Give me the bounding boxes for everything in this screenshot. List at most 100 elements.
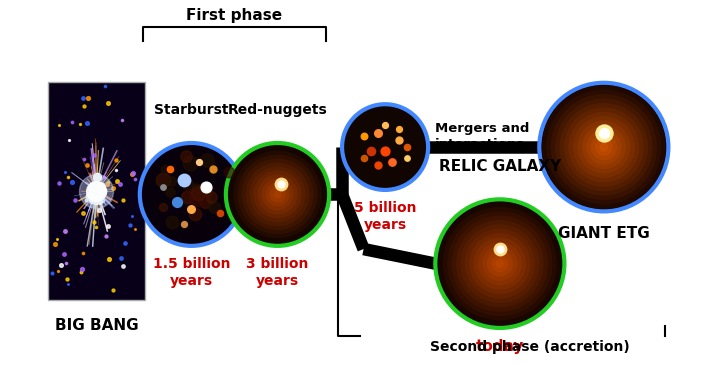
Point [89, 152, 100, 158]
Ellipse shape [595, 138, 613, 156]
Ellipse shape [559, 103, 648, 191]
Point [379, 122, 391, 128]
Point [494, 246, 505, 252]
Point [89, 190, 100, 196]
Point [158, 204, 169, 210]
Ellipse shape [474, 237, 526, 290]
Point [164, 166, 176, 172]
Point [126, 171, 138, 177]
Ellipse shape [226, 143, 329, 246]
Point [114, 181, 125, 187]
Ellipse shape [274, 190, 282, 199]
Point [89, 187, 101, 193]
Ellipse shape [590, 134, 617, 160]
Point [157, 177, 168, 183]
Point [190, 195, 202, 200]
Point [77, 250, 89, 256]
Point [200, 184, 212, 190]
Point [181, 195, 193, 200]
Ellipse shape [582, 125, 626, 169]
Ellipse shape [586, 130, 621, 165]
Point [51, 236, 63, 241]
Ellipse shape [460, 224, 539, 303]
Point [103, 100, 114, 106]
Point [215, 210, 226, 215]
Point [166, 219, 178, 225]
Point [111, 178, 122, 184]
Point [110, 157, 122, 163]
Point [75, 269, 86, 275]
Point [89, 187, 101, 193]
Point [85, 192, 96, 198]
Point [365, 148, 377, 154]
Ellipse shape [465, 229, 535, 298]
Point [86, 197, 97, 203]
Point [189, 196, 200, 202]
Point [107, 185, 119, 191]
Point [66, 179, 78, 185]
Text: Starburst: Starburst [154, 103, 229, 117]
Point [91, 187, 103, 193]
Point [179, 221, 190, 226]
Point [76, 266, 88, 272]
Point [275, 181, 287, 186]
Point [94, 199, 105, 205]
Point [127, 213, 138, 219]
Point [185, 192, 197, 198]
Ellipse shape [482, 246, 518, 281]
Point [91, 194, 102, 200]
Point [58, 251, 70, 257]
Point [494, 246, 505, 252]
Point [166, 178, 177, 184]
Point [101, 233, 112, 239]
Point [86, 185, 97, 190]
Point [275, 181, 287, 186]
Point [81, 120, 93, 126]
Point [598, 130, 610, 135]
Point [199, 199, 210, 205]
Point [108, 287, 120, 293]
Text: Mergers and
interactions: Mergers and interactions [436, 121, 530, 150]
Point [202, 157, 213, 163]
Point [116, 117, 127, 123]
Ellipse shape [487, 251, 513, 277]
Text: BIG BANG: BIG BANG [55, 318, 138, 333]
Point [78, 156, 90, 162]
Point [94, 188, 106, 194]
Point [103, 256, 114, 262]
Text: First phase: First phase [186, 8, 282, 23]
Point [191, 186, 202, 192]
Point [180, 153, 192, 159]
Ellipse shape [253, 171, 302, 218]
Point [394, 126, 405, 132]
Point [90, 197, 102, 203]
Point [182, 182, 194, 188]
Point [60, 260, 72, 266]
Point [80, 197, 91, 203]
Point [394, 137, 405, 143]
Point [53, 180, 65, 186]
Point [84, 193, 96, 199]
Ellipse shape [542, 86, 666, 209]
Point [193, 197, 204, 203]
Ellipse shape [230, 146, 325, 242]
Ellipse shape [577, 121, 631, 174]
Point [83, 95, 94, 101]
Text: 3 billion
years: 3 billion years [246, 257, 309, 288]
Point [110, 167, 122, 172]
Ellipse shape [573, 116, 635, 178]
Text: Red-nuggets: Red-nuggets [228, 103, 328, 117]
Point [64, 137, 76, 143]
Point [91, 193, 103, 199]
Ellipse shape [539, 83, 668, 211]
Ellipse shape [469, 233, 531, 294]
Ellipse shape [436, 199, 564, 328]
Point [102, 179, 113, 185]
Point [117, 263, 129, 269]
Point [199, 189, 210, 195]
Point [372, 162, 384, 168]
Point [129, 176, 140, 182]
Point [119, 240, 130, 246]
Point [117, 197, 129, 203]
Ellipse shape [478, 242, 522, 286]
